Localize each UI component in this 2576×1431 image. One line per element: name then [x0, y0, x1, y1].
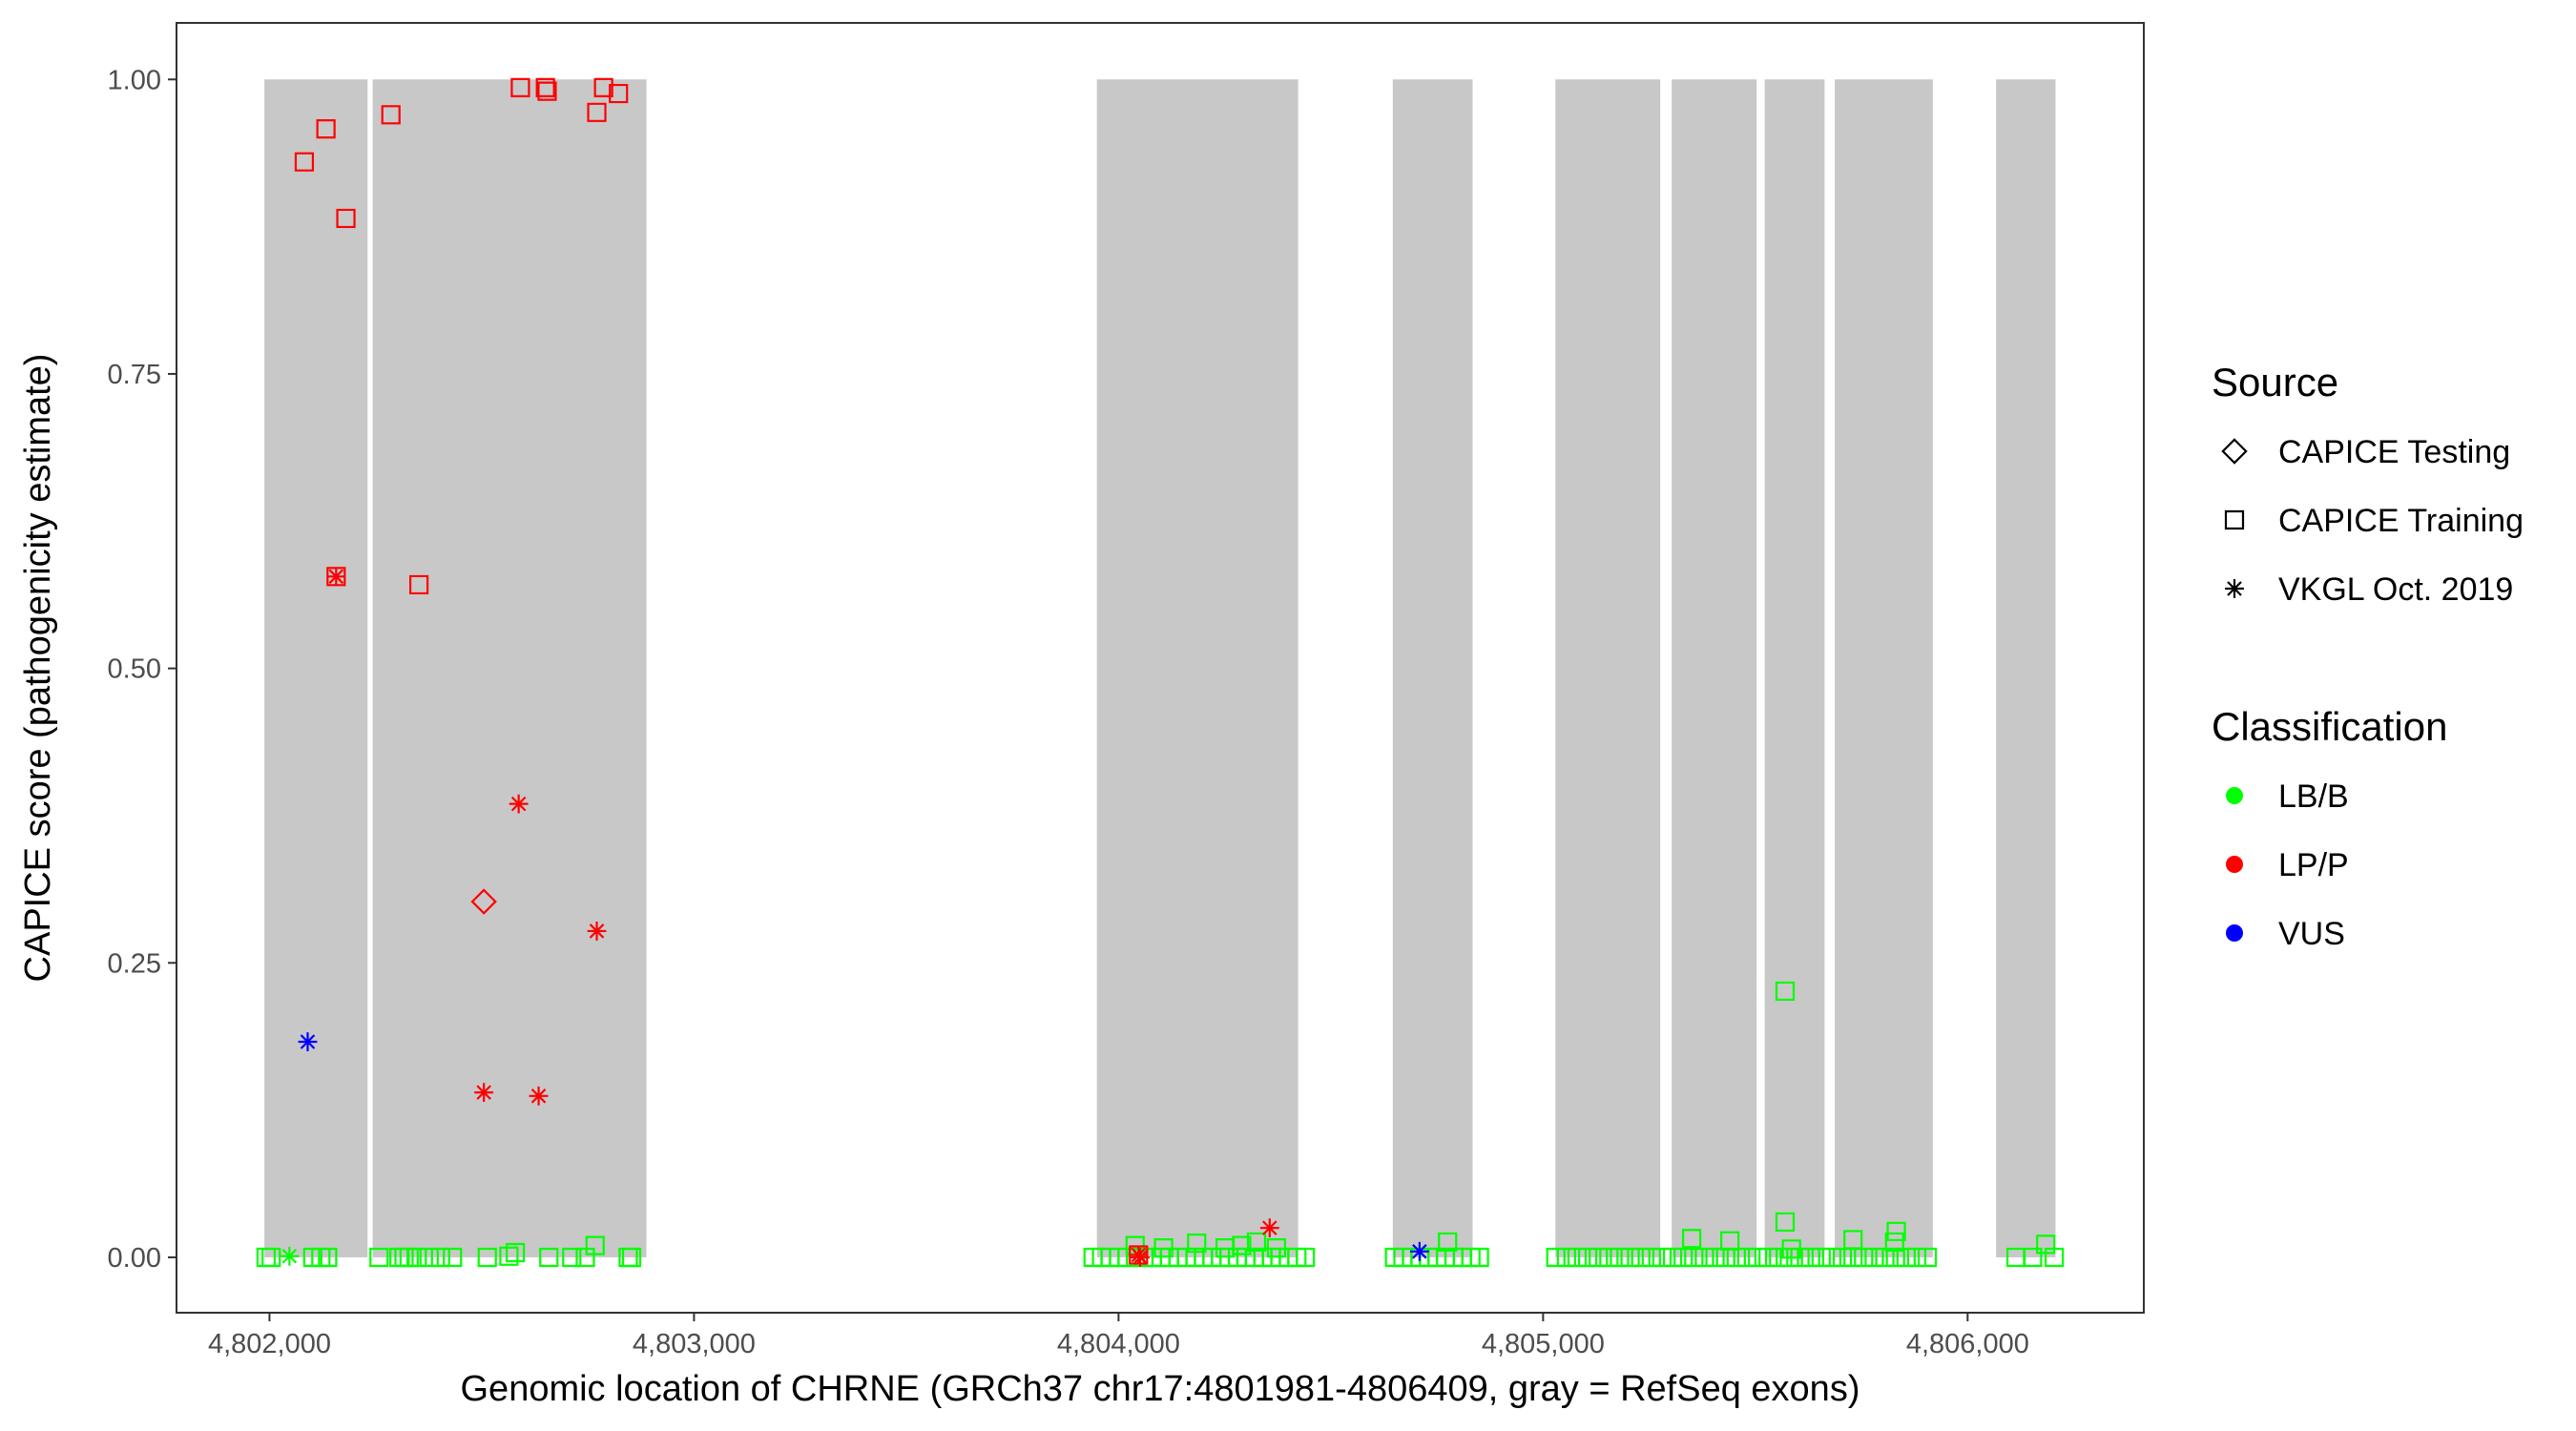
exon — [1996, 79, 2056, 1257]
data-point — [509, 794, 529, 814]
x-tick-label: 4,805,000 — [1482, 1329, 1605, 1359]
data-point — [261, 1247, 281, 1268]
data-point — [326, 567, 346, 587]
legend-symbol — [2226, 924, 2243, 942]
data-point — [1438, 1232, 1458, 1253]
data-point — [2045, 1247, 2065, 1268]
legend-symbol — [2226, 787, 2243, 804]
data-point — [621, 1247, 642, 1268]
exon — [1835, 79, 1933, 1257]
data-point — [575, 1247, 595, 1268]
data-point — [585, 1235, 605, 1255]
data-point — [474, 1083, 494, 1103]
data-point — [1259, 1218, 1279, 1237]
exon — [1096, 79, 1298, 1257]
exon — [1555, 79, 1661, 1257]
data-point — [1215, 1237, 1236, 1258]
data-point — [477, 1247, 497, 1268]
legend-symbol — [2224, 509, 2245, 530]
data-point — [1781, 1239, 1801, 1259]
data-point — [280, 1246, 300, 1266]
data-point — [443, 1247, 463, 1268]
legend-item: VUS — [2278, 916, 2345, 952]
data-point — [298, 1032, 318, 1051]
x-tick-label: 4,803,000 — [633, 1329, 756, 1359]
data-point — [1187, 1234, 1207, 1254]
data-point — [535, 77, 555, 98]
data-point — [369, 1247, 389, 1268]
exon — [372, 79, 647, 1257]
exon — [1764, 79, 1825, 1257]
legend-item: CAPICE Testing — [2278, 434, 2510, 470]
y-tick-label: 0.75 — [108, 360, 161, 390]
data-point — [1886, 1221, 1906, 1241]
data-point — [499, 1246, 519, 1266]
data-point — [1775, 981, 1796, 1002]
data-point — [1246, 1232, 1267, 1253]
data-point — [1131, 1248, 1150, 1267]
legend-item: LB/B — [2278, 778, 2349, 815]
data-point — [505, 1242, 526, 1263]
data-point — [529, 1086, 549, 1106]
data-point — [1682, 1229, 1702, 1249]
data-point — [587, 922, 607, 941]
data-point — [537, 81, 557, 101]
data-point — [1884, 1232, 1904, 1253]
exon — [1392, 79, 1473, 1257]
legend-title: Source — [2212, 360, 2338, 404]
data-point — [326, 567, 346, 587]
data-point — [316, 119, 336, 139]
data-point — [1843, 1230, 1863, 1250]
data-point — [1775, 1212, 1796, 1233]
data-point — [2036, 1234, 2056, 1255]
data-point — [1266, 1237, 1287, 1258]
exon — [264, 79, 368, 1257]
data-point — [318, 1247, 338, 1268]
data-point — [609, 83, 629, 104]
legend-title: Classification — [2212, 704, 2447, 749]
data-point — [1296, 1247, 1316, 1268]
data-point — [1917, 1247, 1938, 1268]
data-point — [294, 152, 315, 172]
data-point — [539, 1247, 559, 1268]
legend-item: LP/P — [2278, 847, 2349, 883]
y-tick-label: 0.00 — [108, 1243, 161, 1274]
data-point — [408, 574, 429, 595]
y-axis-title: CAPICE score (pathogenicity estimate) — [18, 354, 58, 983]
x-tick-label: 4,802,000 — [208, 1329, 331, 1359]
legend-symbol — [2226, 856, 2243, 873]
legend-symbol — [2221, 438, 2248, 465]
x-tick-label: 4,804,000 — [1057, 1329, 1180, 1359]
data-point — [336, 208, 356, 229]
data-point — [381, 105, 401, 125]
legend-item: VKGL Oct. 2019 — [2278, 571, 2513, 608]
data-point — [1232, 1235, 1252, 1255]
x-axis-title: Genomic location of CHRNE (GRCh37 chr17:… — [461, 1369, 1860, 1409]
data-point — [1720, 1231, 1740, 1251]
data-point — [587, 102, 607, 122]
y-tick-label: 0.50 — [108, 654, 161, 685]
data-point — [1409, 1241, 1429, 1261]
exon — [1672, 79, 1757, 1257]
data-point — [470, 888, 497, 915]
data-point — [593, 77, 613, 98]
y-tick-label: 0.25 — [108, 948, 161, 979]
x-tick-label: 4,806,000 — [1906, 1329, 2029, 1359]
data-point — [1469, 1247, 1489, 1268]
plot-border — [176, 22, 2145, 1314]
data-point — [1153, 1237, 1174, 1258]
legend-symbol — [2225, 579, 2244, 598]
data-point — [2023, 1247, 2043, 1268]
y-tick-label: 1.00 — [108, 65, 161, 95]
legend-item: CAPICE Training — [2278, 503, 2524, 539]
data-point — [510, 77, 530, 98]
